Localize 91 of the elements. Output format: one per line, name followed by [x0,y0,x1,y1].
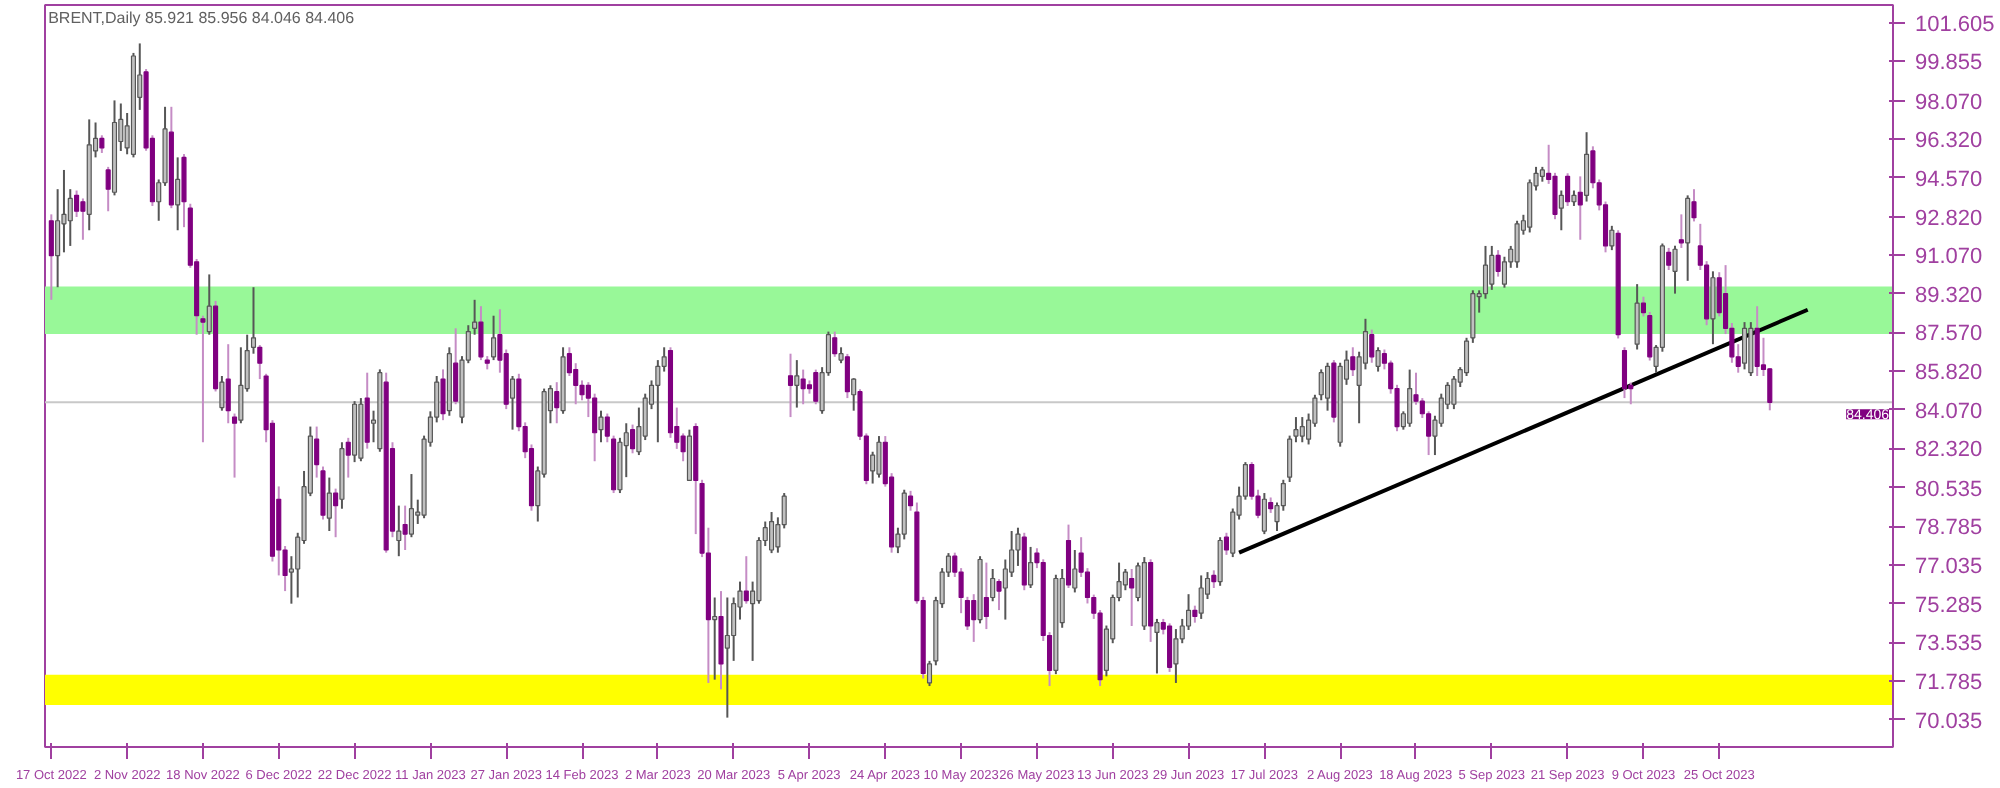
candlestick [1028,545,1034,589]
y-tick-label: 75.285 [1915,593,1983,618]
y-tick-label: 80.535 [1915,477,1983,502]
candlestick [175,156,181,232]
candlestick [1577,175,1583,241]
candlestick [345,436,351,479]
candlestick [333,487,339,539]
candlestick [1741,321,1748,371]
candlestick [1495,249,1501,278]
candlestick [1634,283,1640,351]
y-tick-label: 82.320 [1915,438,1983,463]
candlestick [225,343,231,425]
y-tick-label: 89.320 [1915,283,1983,308]
candlestick [1666,246,1672,271]
candlestick [326,476,332,533]
candlestick [1710,270,1716,346]
y-tick-label: 87.570 [1915,322,1983,347]
y-tick-label: 85.820 [1915,361,1983,386]
candlestick [724,596,730,719]
y-tick-label: 101.605 [1915,12,1995,37]
candlestick [1691,188,1697,223]
y-tick-label: 92.820 [1915,206,1983,231]
y-tick-label: 84.070 [1915,399,1983,424]
candlestick [1167,622,1173,673]
candlestick [800,368,806,406]
y-tick-label: 96.320 [1915,129,1983,154]
candlestick [1065,523,1072,589]
candlestick [554,381,560,425]
candlestick [1217,536,1223,587]
candlestick [1678,213,1684,249]
candlestick [1350,346,1356,377]
candlestick [440,368,446,422]
candlestick [718,590,724,691]
candlestick [1072,549,1078,594]
candlestick [491,314,497,362]
candlestick [1129,568,1135,627]
candlestick [1565,172,1571,207]
candlestick [1198,574,1204,620]
candlestick [996,578,1002,612]
candlestick [1299,416,1305,444]
y-tick-label: 78.785 [1915,516,1983,541]
candlestick [1621,346,1628,400]
candlestick [1558,189,1564,232]
candlestick [990,568,996,603]
chart-title: BRENT,Daily 85.921 85.956 84.046 84.406 [48,9,356,27]
candlestick [844,352,850,400]
candlestick [1369,328,1375,364]
candlestick [971,593,977,643]
candlestick [630,423,636,455]
candlestick [832,330,838,358]
y-tick-label: 99.855 [1915,51,1983,76]
candlestick [1754,305,1760,377]
candlestick [876,435,882,479]
candlestick [787,352,794,419]
y-tick-label: 77.035 [1915,555,1983,580]
candlestick [1261,492,1267,536]
y-tick-label: 98.070 [1915,90,1983,115]
candlestick [1154,617,1160,675]
candlestick [1489,244,1495,291]
candlestick [402,504,408,552]
candlestick [813,368,819,406]
candlestick [80,197,86,241]
candlestick [364,371,370,450]
y-tick-label: 91.070 [1915,245,1983,270]
candlestick [48,213,54,301]
candlestick [598,409,604,444]
candlestick [1748,321,1754,377]
candlestick [206,273,212,336]
candlestick [1021,531,1027,592]
candlestick [983,561,989,631]
candlestick [478,305,484,362]
y-tick-label: 94.570 [1915,167,1983,192]
candlestick [408,473,414,539]
candlestick [1514,219,1520,269]
candlestick [1223,531,1230,556]
y-tick-label: 70.035 [1915,709,1983,734]
candlestick [1584,131,1590,203]
candlestick [1609,224,1615,252]
candlestick [1685,194,1691,282]
candlestick [105,165,111,213]
candlestick [870,450,876,485]
y-tick-label: 71.785 [1915,671,1983,696]
candlestick [1375,346,1381,373]
candlestick [396,504,402,558]
candlestick [712,596,718,681]
candlestick [453,327,459,406]
candlestick [769,511,775,555]
candlestick [1672,244,1678,295]
candlestick [686,428,692,482]
y-tick-label: 73.535 [1915,632,1983,657]
candlestick [743,555,749,605]
